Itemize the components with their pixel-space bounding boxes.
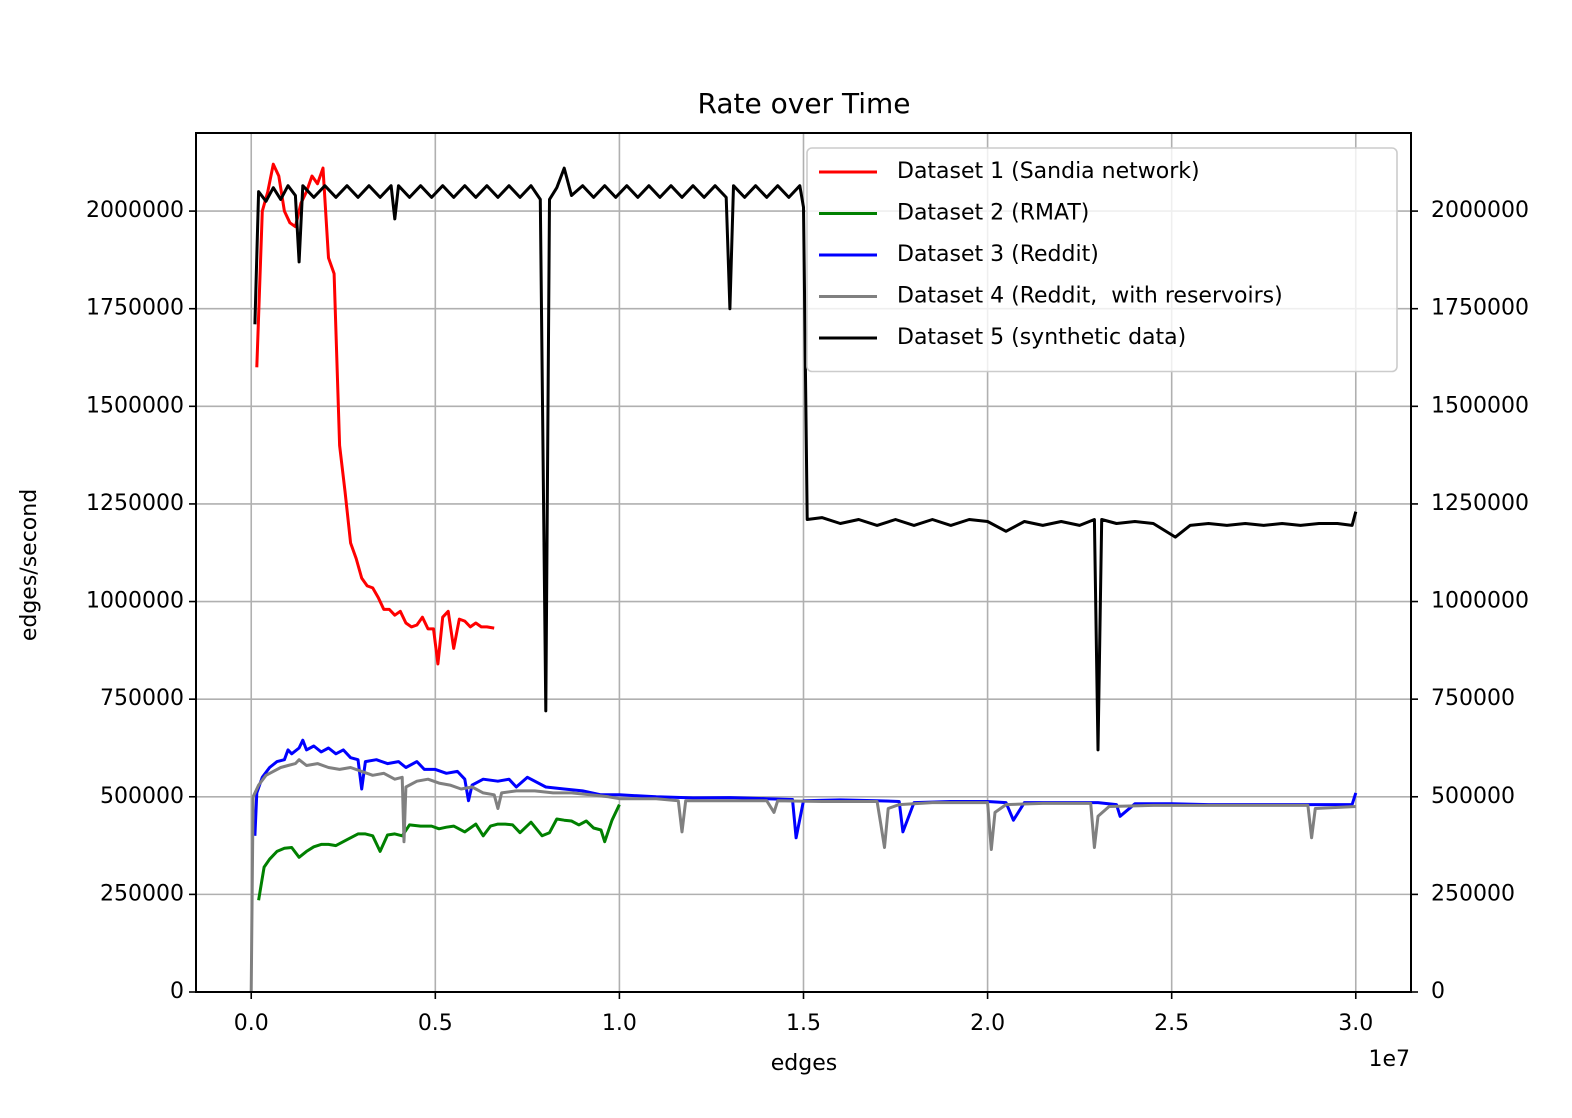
- x-tick-label: 3.0: [1338, 1011, 1373, 1036]
- y-tick-label: 1500000: [86, 393, 184, 418]
- legend-label: Dataset 5 (synthetic data): [897, 325, 1186, 350]
- legend: Dataset 1 (Sandia network) Dataset 2 (RMA…: [806, 147, 1398, 373]
- legend-label: Dataset 4 (Reddit, with reservoirs): [897, 284, 1283, 309]
- y-tick-label: 500000: [100, 784, 184, 809]
- legend-label: Dataset 1 (Sandia network): [897, 159, 1200, 184]
- y2-tick-label: 2000000: [1431, 198, 1529, 223]
- data-line: [255, 162, 495, 666]
- data-line: [253, 738, 1358, 840]
- y-tick-label: 1750000: [86, 296, 184, 321]
- legend-label: Dataset 3 (Reddit): [897, 242, 1099, 267]
- y2-tick-label: 1000000: [1431, 589, 1529, 614]
- y-tick-label: 0: [170, 979, 184, 1004]
- y2-tick-label: 250000: [1431, 881, 1515, 906]
- y2-tick-label: 0: [1431, 979, 1445, 1004]
- x-offset-label: 1e7: [1368, 1047, 1410, 1072]
- data-line: [253, 166, 1358, 752]
- y2-tick-label: 500000: [1431, 784, 1515, 809]
- y-tick-label: 2000000: [86, 198, 184, 223]
- x-tick-label: 0.0: [234, 1011, 269, 1036]
- y-tick-label: 250000: [100, 881, 184, 906]
- x-axis-label: edges: [771, 1051, 837, 1076]
- x-tick-label: 1.5: [786, 1011, 821, 1036]
- plot-frame: [195, 132, 1412, 993]
- y-tick-label: 1250000: [86, 491, 184, 516]
- y2-tick-label: 1500000: [1431, 393, 1529, 418]
- y-tick-label: 750000: [100, 686, 184, 711]
- y-tick-label: 1000000: [86, 589, 184, 614]
- data-line: [257, 803, 621, 901]
- legend-label: Dataset 2 (RMAT): [897, 201, 1089, 226]
- y2-tick-label: 1250000: [1431, 491, 1529, 516]
- y2-tick-label: 750000: [1431, 686, 1515, 711]
- x-tick-label: 0.5: [418, 1011, 453, 1036]
- x-tick-label: 1.0: [602, 1011, 637, 1036]
- y-axis-label: edges/second: [17, 489, 42, 641]
- legend-frame: [806, 147, 1398, 373]
- chart-title: Rate over Time: [698, 87, 911, 120]
- x-tick-label: 2.5: [1154, 1011, 1189, 1036]
- y2-tick-label: 1750000: [1431, 296, 1529, 321]
- data-line: [249, 758, 1356, 993]
- x-tick-label: 2.0: [970, 1011, 1005, 1036]
